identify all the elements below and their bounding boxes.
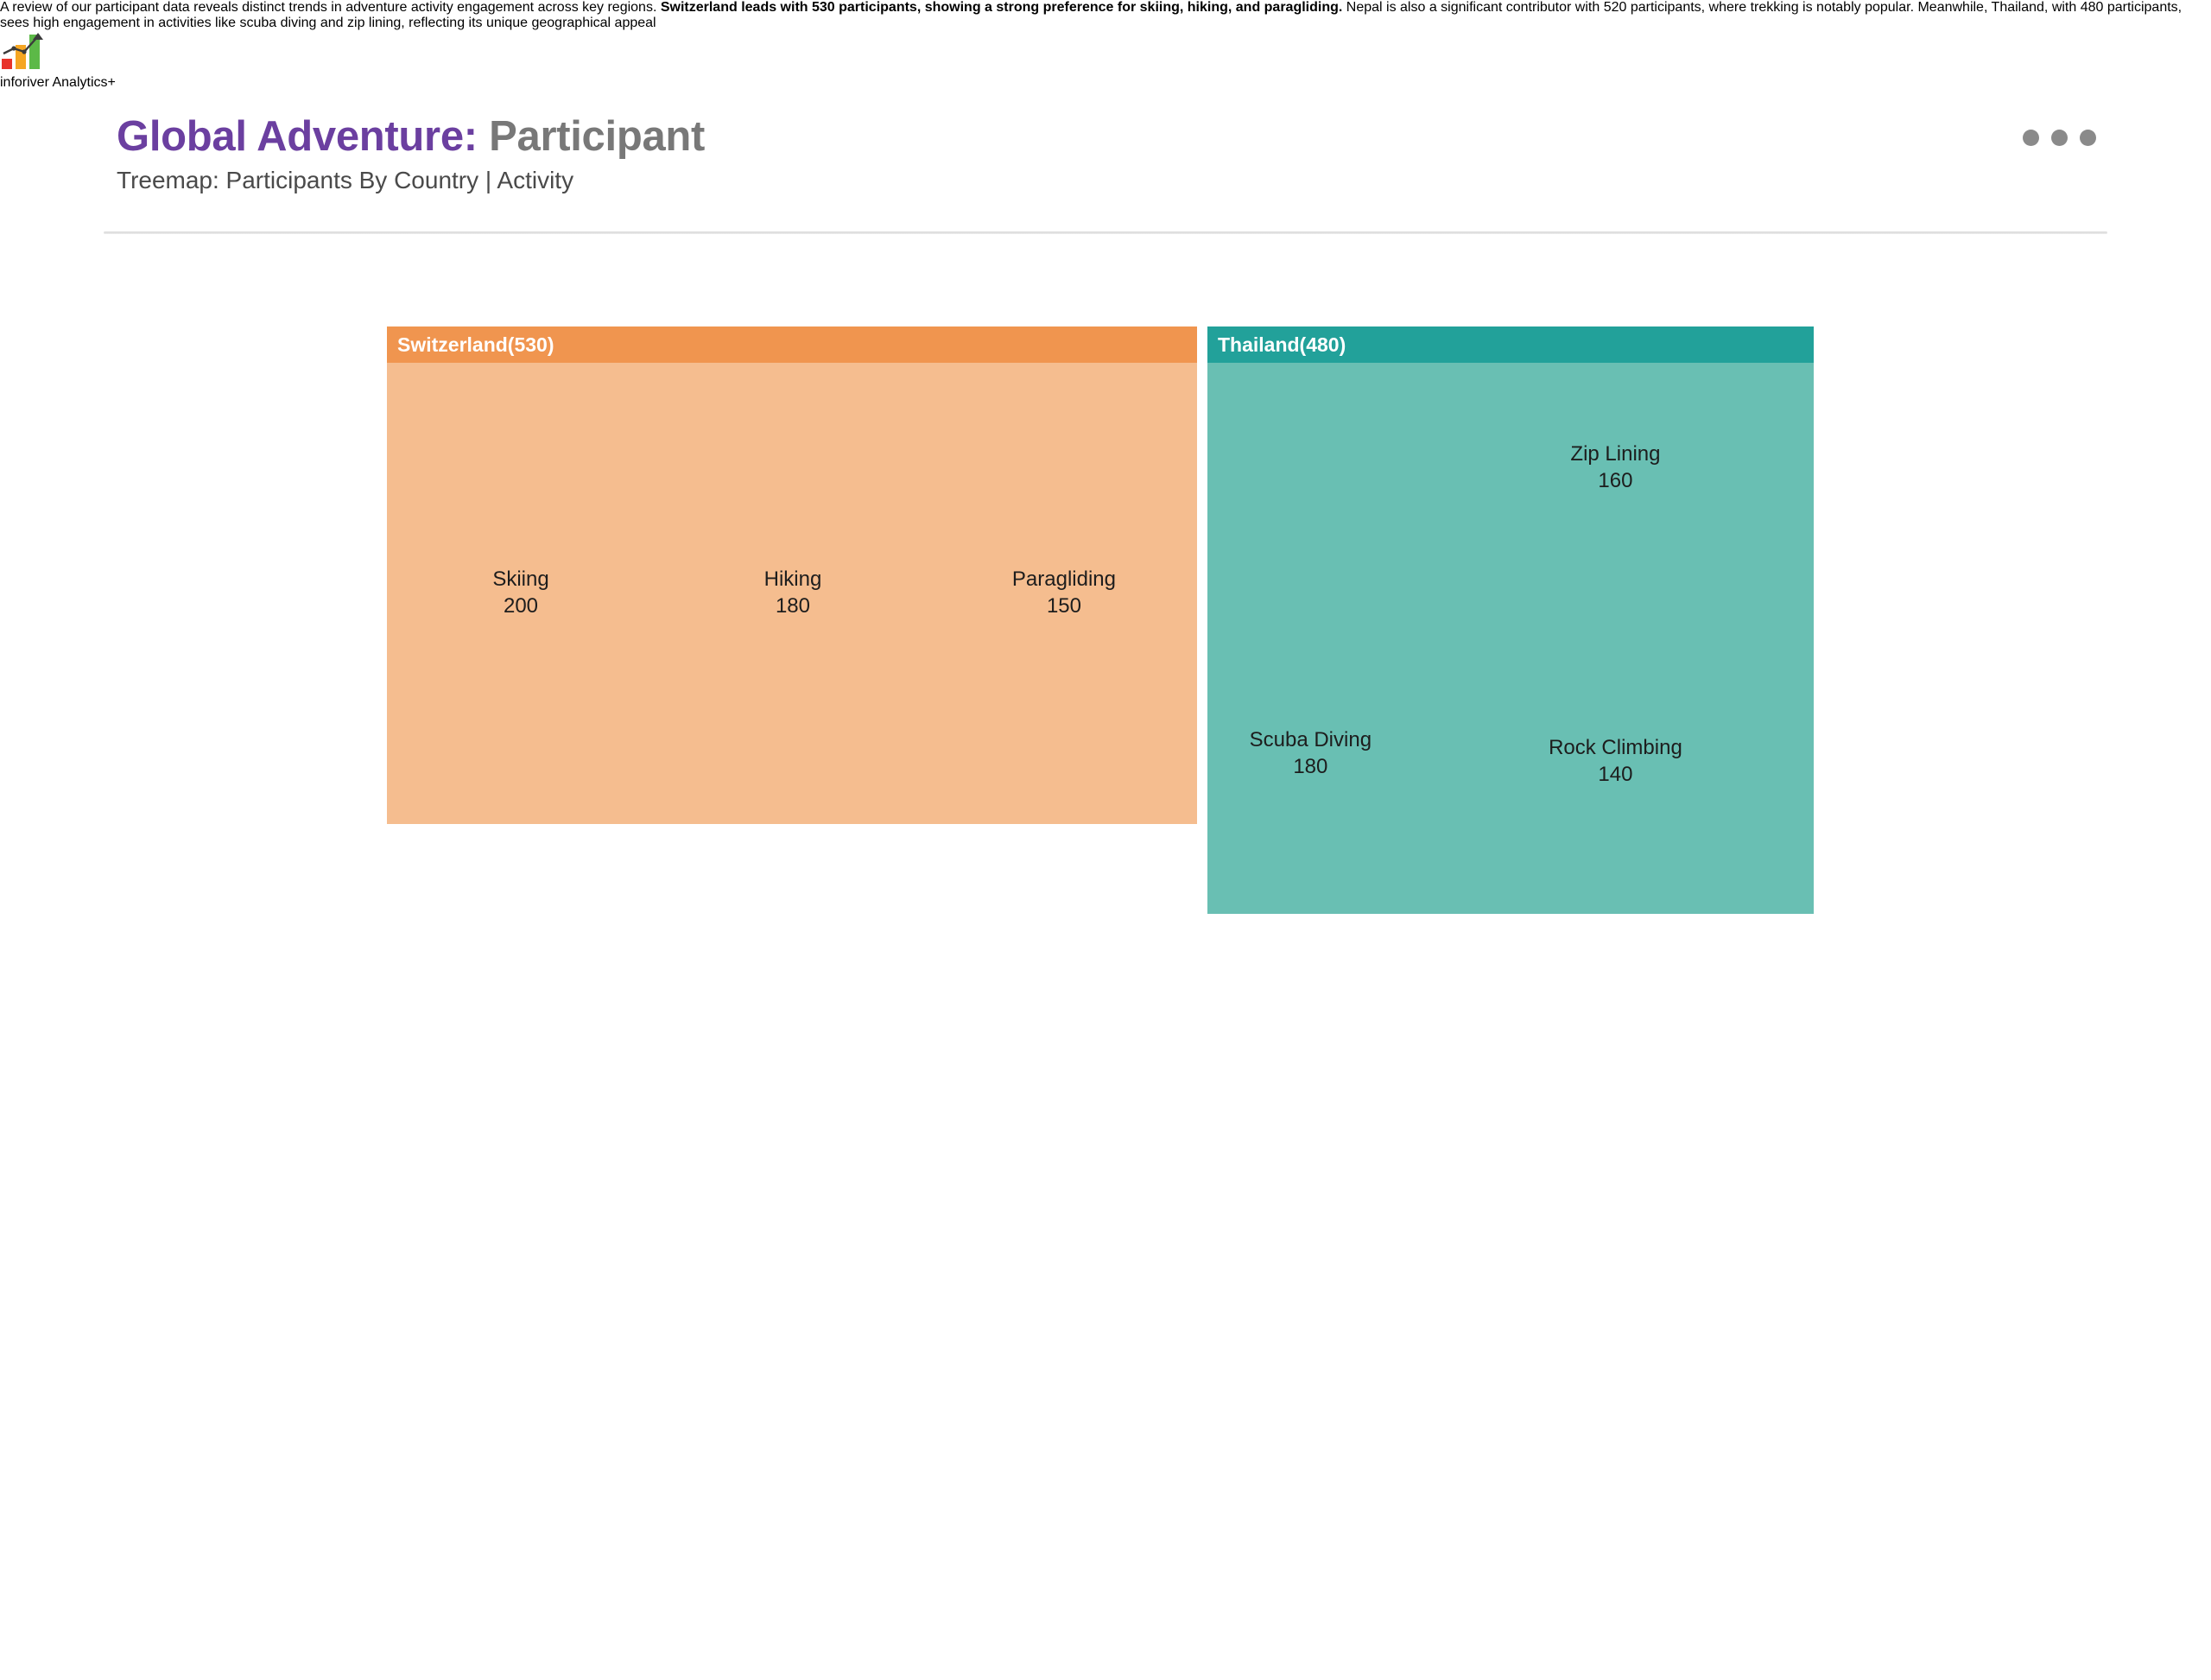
treemap-leaf[interactable]: Rock Climbing 140 — [1416, 650, 1814, 914]
treemap-leaf[interactable]: Scuba Diving 180 — [1207, 363, 1414, 914]
leaf-label: Paragliding — [1011, 567, 1117, 592]
treemap-leaf[interactable]: Zip Lining 160 — [1416, 363, 1814, 646]
leaf-label: Scuba Diving — [1249, 728, 1372, 752]
narrative-text: A review of our participant data reveals… — [0, 0, 2211, 31]
treemap-group-header: Thailand(480) — [1207, 326, 1814, 363]
leaf-label: Zip Lining — [1570, 442, 1661, 466]
narrative-part-2: Nepal is also a significant contributor … — [0, 0, 2182, 30]
logo-wordmark: inforiver Analytics+ — [0, 75, 2211, 91]
treemap-leaf[interactable]: Skiing 200 — [387, 363, 655, 824]
leaf-value: 200 — [503, 594, 539, 618]
treemap-group-thailand[interactable]: Thailand(480) Scuba Diving 180 Zip Linin… — [1207, 326, 1814, 914]
treemap-group-body: Scuba Diving 180 Zip Lining 160 Rock Cli… — [1207, 363, 1814, 914]
leaf-label: Hiking — [763, 567, 822, 592]
logo-top-text: inforiver — [0, 75, 49, 90]
leaf-value: 150 — [1046, 594, 1081, 618]
treemap-group-body: Skiing 200 Hiking 180 Paragliding 150 — [387, 363, 1197, 824]
leaf-value: 160 — [1598, 468, 1633, 492]
more-horizontal-icon[interactable] — [2023, 130, 2096, 146]
treemap-group-header: Switzerland(530) — [387, 326, 1197, 363]
treemap-group-switzerland[interactable]: Switzerland(530) Skiing 200 Hiking 180 P… — [387, 326, 1197, 824]
bar-chart-logo-icon — [2, 33, 43, 69]
leaf-label: Skiing — [492, 567, 549, 592]
title-block: Global Adventure: Participant Treemap: P… — [117, 114, 705, 194]
page-title: Global Adventure: Participant — [117, 114, 705, 160]
kebab-dot-1 — [2023, 130, 2039, 146]
narrative-part-1: A review of our participant data reveals… — [0, 0, 661, 15]
leaf-value: 180 — [775, 594, 810, 618]
leaf-label: Rock Climbing — [1549, 736, 1682, 760]
treemap-leaf[interactable]: Hiking 180 — [658, 363, 927, 824]
leaf-value: 180 — [1293, 754, 1328, 778]
treemap-chart: Switzerland(530) Skiing 200 Hiking 180 P… — [387, 326, 1814, 1277]
leaf-value: 140 — [1598, 763, 1633, 787]
kebab-dot-2 — [2051, 130, 2068, 146]
header-divider — [104, 231, 2107, 234]
logo-bottom-text: Analytics+ — [52, 75, 116, 90]
page-title-plain: Participant — [489, 113, 706, 160]
page-title-accent: Global Adventure: — [117, 113, 478, 160]
narrative-bold-1: Switzerland leads with 530 participants,… — [660, 0, 1343, 15]
page-subtitle: Treemap: Participants By Country | Activ… — [117, 166, 574, 193]
treemap-leaf[interactable]: Paragliding 150 — [930, 363, 1197, 824]
kebab-dot-3 — [2080, 130, 2096, 146]
slide-header: Global Adventure: Participant Treemap: P… — [0, 0, 2211, 238]
inforiver-logo: inforiver Analytics+ — [0, 31, 2211, 91]
